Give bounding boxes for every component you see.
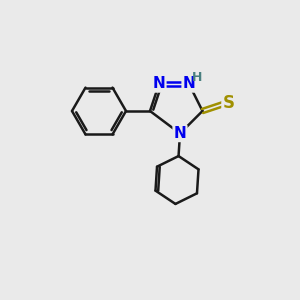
Text: N: N bbox=[153, 76, 165, 92]
Text: N: N bbox=[174, 126, 186, 141]
Text: H: H bbox=[192, 71, 203, 84]
Text: N: N bbox=[183, 76, 195, 92]
Text: S: S bbox=[223, 94, 235, 112]
